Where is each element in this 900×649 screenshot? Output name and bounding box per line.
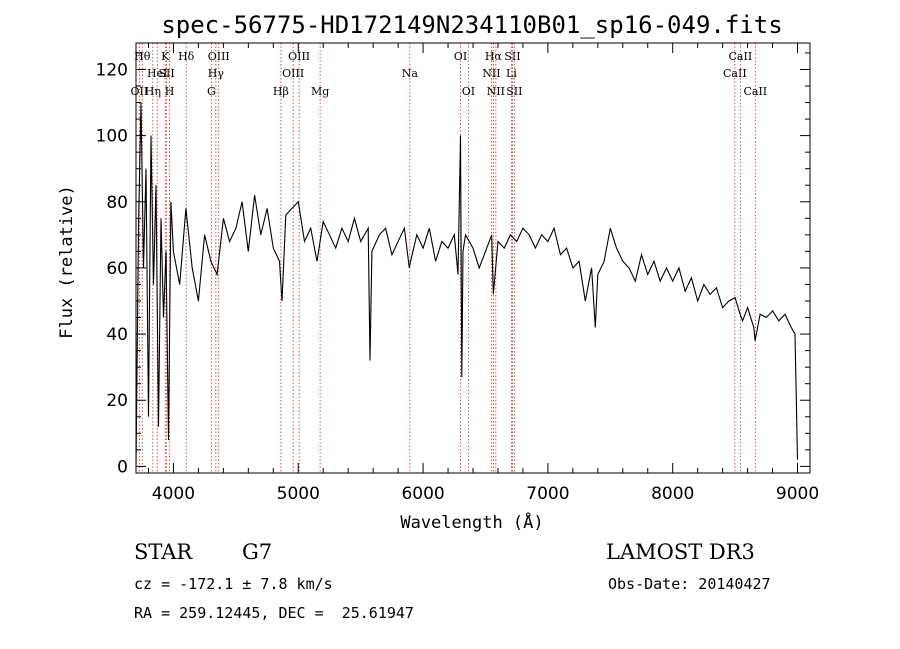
spectral-line-label: NII <box>482 67 500 80</box>
spectral-line-label: SII <box>504 50 520 63</box>
spectral-line-label: Hδ <box>178 50 195 63</box>
plot-frame <box>135 42 811 474</box>
spectral-line-label: OI <box>454 50 467 63</box>
object-class: STAR <box>134 540 193 564</box>
y-tick-label: 40 <box>106 325 128 345</box>
x-tick-label: 5000 <box>277 484 320 504</box>
y-tick-label: 60 <box>106 259 128 279</box>
spectral-line-label: OIII <box>208 50 230 63</box>
spectral-line-label: G <box>207 85 216 98</box>
y-tick-label: 80 <box>106 193 128 213</box>
obs-date: Obs-Date: 20140427 <box>608 575 771 593</box>
y-tick-label: 100 <box>96 127 128 147</box>
spectral-line-label: Mg <box>311 85 329 98</box>
spectral-line-label: Hβ <box>273 85 289 98</box>
spectral-line-label: SII <box>506 85 522 98</box>
spectral-line-label: Hγ <box>208 67 225 80</box>
spectral-line-label: H <box>165 85 175 98</box>
spectral-line-label: HeI <box>147 67 167 80</box>
chart-title: spec-56775-HD172149N234110B01_sp16-049.f… <box>161 11 782 39</box>
spectrum-series-line <box>135 102 799 467</box>
redshift-text: cz = -172.1 ± 7.8 km/s <box>134 575 333 593</box>
x-axis-label: Wavelength (Å) <box>400 511 543 533</box>
spectral-line-label: OII <box>131 85 149 98</box>
x-tick-label: 4000 <box>152 484 195 504</box>
survey-name: LAMOST DR3 <box>606 540 755 564</box>
spectral-line-label: K <box>161 50 170 63</box>
spectral-line-label: CaII <box>723 67 747 80</box>
x-tick-label: 8000 <box>651 484 694 504</box>
x-tick-label: 9000 <box>776 484 819 504</box>
y-tick-label: 120 <box>96 60 128 80</box>
x-tick-label: 6000 <box>401 484 444 504</box>
spectral-line-label: NII <box>487 85 505 98</box>
spectral-line-label: Hθ <box>134 50 151 63</box>
spectral-line-label: CaII <box>729 50 753 63</box>
spectral-line-label: OI <box>462 85 475 98</box>
y-tick-label: 20 <box>106 391 128 411</box>
spectral-line-label: Hα <box>485 50 503 63</box>
y-axis-label: Flux (relative) <box>57 185 77 339</box>
spectral-line-label: SII <box>158 67 174 80</box>
spectral-line-label: Na <box>402 67 419 80</box>
spectral-line-label: OIII <box>282 67 304 80</box>
y-tick-label: 0 <box>117 457 128 477</box>
coordinates: RA = 259.12445, DEC = 25.61947 <box>134 604 414 622</box>
x-tick-label: 7000 <box>526 484 569 504</box>
spectral-line-label: OIII <box>288 50 310 63</box>
spectral-line-label: CaII <box>743 85 767 98</box>
spectral-line-label: Li <box>506 67 517 80</box>
spectral-line-label: Hη <box>145 85 161 98</box>
object-subclass: G7 <box>242 540 273 564</box>
